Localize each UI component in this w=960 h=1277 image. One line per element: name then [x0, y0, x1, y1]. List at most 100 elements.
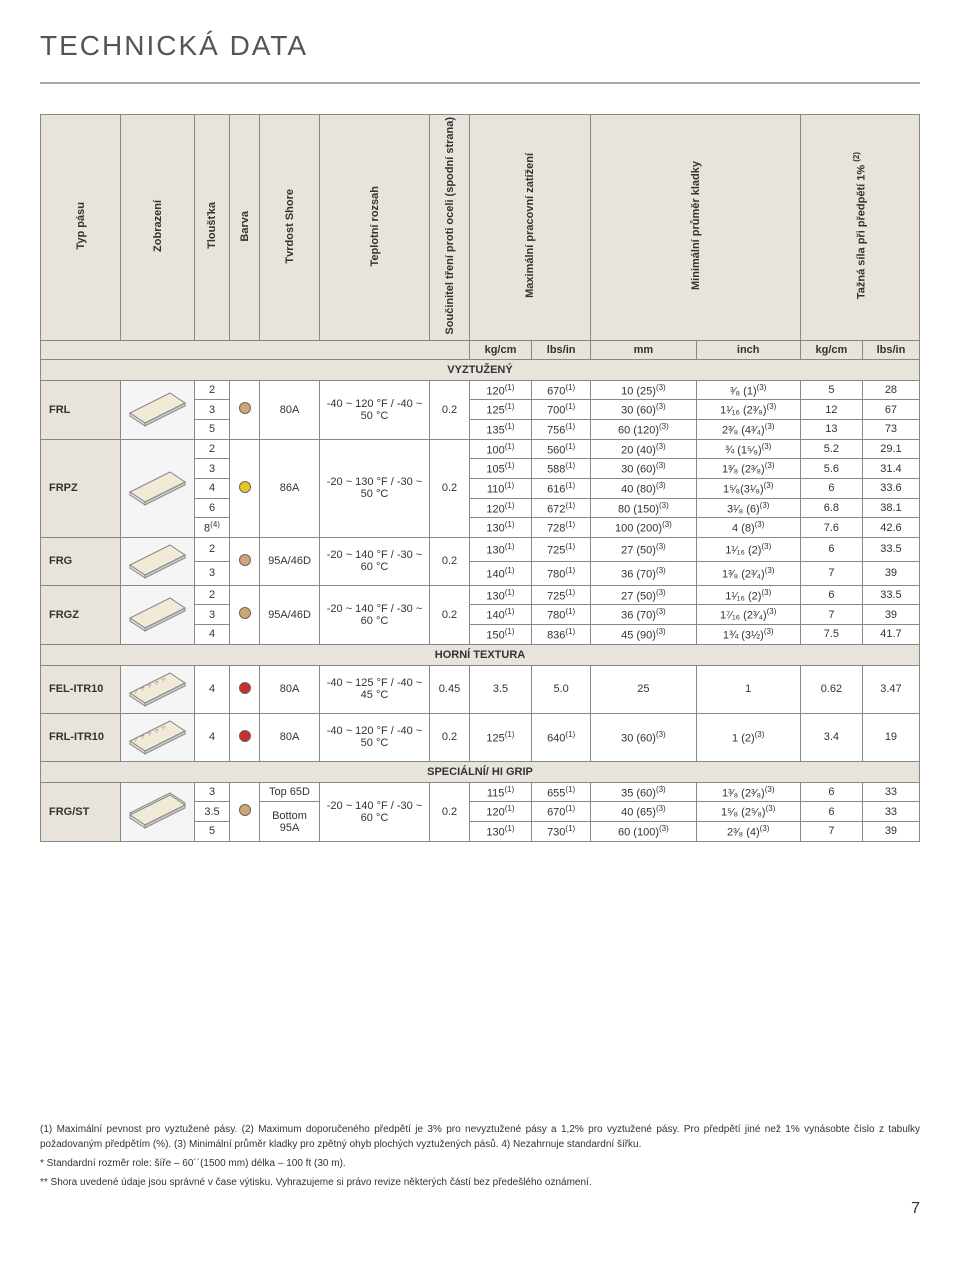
cell: -20 ~ 140 °F / -30 ~ 60 °C: [320, 585, 430, 644]
belt-image-frlitr10: [121, 713, 195, 761]
hdr-type: Typ pásu: [75, 202, 87, 249]
color-dot-tan: [239, 554, 251, 566]
cell: -20 ~ 140 °F / -30 ~ 60 °C: [320, 537, 430, 585]
cell: 4: [195, 713, 230, 761]
type-frlitr10: FRL-ITR10: [41, 713, 121, 761]
cell: 728(1): [531, 518, 590, 538]
cell: 95A/46D: [260, 585, 320, 644]
cell: 19: [862, 713, 919, 761]
page-number: 7: [40, 1200, 920, 1218]
cell: 60 (100)(3): [591, 822, 696, 842]
cell: ³⁄₈ (1)(3): [696, 380, 800, 400]
cell: 2: [195, 537, 230, 561]
cell: 1⁵⁄₈ (2⁵⁄₈)(3): [696, 802, 800, 822]
cell: 40 (80)(3): [591, 478, 696, 498]
cell: 3: [195, 561, 230, 585]
cell: 3.5: [195, 802, 230, 822]
cell: 130(1): [470, 518, 532, 538]
cell: 616(1): [531, 478, 590, 498]
cell: 27 (50)(3): [591, 537, 696, 561]
cell: 2³⁄₈ (4³⁄₄)(3): [696, 419, 800, 439]
color-dot-tan: [239, 402, 251, 414]
cell: 80A: [260, 380, 320, 439]
cell: Bottom 95A: [260, 802, 320, 841]
cell: -40 ~ 120 °F / -40 ~ 50 °C: [320, 713, 430, 761]
cell: 4: [195, 625, 230, 645]
color-dot-red: [239, 730, 251, 742]
cell: 13: [800, 419, 862, 439]
cell: 100 (200)(3): [591, 518, 696, 538]
cell: 35 (60)(3): [591, 782, 696, 802]
cell: 33: [862, 802, 919, 822]
cell: 100(1): [470, 439, 532, 459]
cell: 5: [195, 822, 230, 842]
cell: 36 (70)(3): [591, 605, 696, 625]
cell: 36 (70)(3): [591, 561, 696, 585]
footnote-3: ** Shora uvedené údaje jsou správné v ča…: [40, 1175, 920, 1190]
cell: 27 (50)(3): [591, 585, 696, 605]
color-cell: [230, 585, 260, 644]
color-dot-tan: [239, 804, 251, 816]
cell: 7.5: [800, 625, 862, 645]
cell: 42.6: [862, 518, 919, 538]
cell: 4: [195, 478, 230, 498]
cell: 120(1): [470, 380, 532, 400]
cell: 29.1: [862, 439, 919, 459]
cell: 670(1): [531, 380, 590, 400]
belt-image-felitr10: [121, 665, 195, 713]
cell: 1¾ (3½)(3): [696, 625, 800, 645]
hdr-temp: Teplotní rozsah: [369, 186, 381, 266]
color-cell: [230, 380, 260, 439]
cell: -20 ~ 140 °F / -30 ~ 60 °C: [320, 782, 430, 841]
technical-data-table: Typ pásu Zobrazení Tloušťka Barva Tvrdos…: [40, 114, 920, 842]
belt-image-frl: [121, 380, 195, 439]
footnote-1: (1) Maximální pevnost pro vyztužené pásy…: [40, 1122, 920, 1152]
cell: 45 (90)(3): [591, 625, 696, 645]
hdr-tension: Tažná síla při předpětí 1% (2): [852, 152, 868, 299]
cell: 0.2: [430, 713, 470, 761]
cell: 130(1): [470, 585, 532, 605]
cell: 86A: [260, 439, 320, 537]
cell: 3: [195, 605, 230, 625]
cell: 8(4): [195, 518, 230, 538]
cell: 1⁵⁄₈(3¹⁄₈)(3): [696, 478, 800, 498]
type-frgst: FRG/ST: [41, 782, 121, 841]
cell: 38.1: [862, 498, 919, 518]
cell: 0.2: [430, 585, 470, 644]
color-dot-tan: [239, 607, 251, 619]
cell: 80A: [260, 665, 320, 713]
cell: 30 (60)(3): [591, 400, 696, 420]
cell: 140(1): [470, 605, 532, 625]
cell: 30 (60)(3): [591, 459, 696, 479]
cell: 60 (120)(3): [591, 419, 696, 439]
cell: 0.2: [430, 782, 470, 841]
type-frg: FRG: [41, 537, 121, 585]
section-special: SPECIÁLNÍ/ HI GRIP: [41, 761, 920, 782]
page-title: TECHNICKÁ DATA: [40, 30, 920, 62]
cell: 2³⁄₈ (4)(3): [696, 822, 800, 842]
hdr-image: Zobrazení: [152, 200, 164, 252]
footnotes: (1) Maximální pevnost pro vyztužené pásy…: [40, 1122, 920, 1190]
cell: Top 65D: [260, 782, 320, 802]
color-dot-yellow: [239, 481, 251, 493]
cell: 105(1): [470, 459, 532, 479]
cell: 1¹⁄₁₆ (2)(3): [696, 585, 800, 605]
color-cell: [230, 537, 260, 585]
cell: 7: [800, 605, 862, 625]
cell: 6: [800, 585, 862, 605]
cell: 3¹⁄₈ (6)(3): [696, 498, 800, 518]
cell: 10 (25)(3): [591, 380, 696, 400]
cell: 3: [195, 782, 230, 802]
cell: ¾ (1⁵⁄₈)(3): [696, 439, 800, 459]
unit-kgcm: kg/cm: [470, 340, 532, 359]
cell: 0.2: [430, 380, 470, 439]
cell: 5.6: [800, 459, 862, 479]
cell: 0.2: [430, 439, 470, 537]
cell: 672(1): [531, 498, 590, 518]
cell: 655(1): [531, 782, 590, 802]
cell: -40 ~ 125 °F / -40 ~ 45 °C: [320, 665, 430, 713]
cell: 130(1): [470, 537, 532, 561]
cell: 0.2: [430, 537, 470, 585]
cell: 7.6: [800, 518, 862, 538]
cell: 5: [195, 419, 230, 439]
